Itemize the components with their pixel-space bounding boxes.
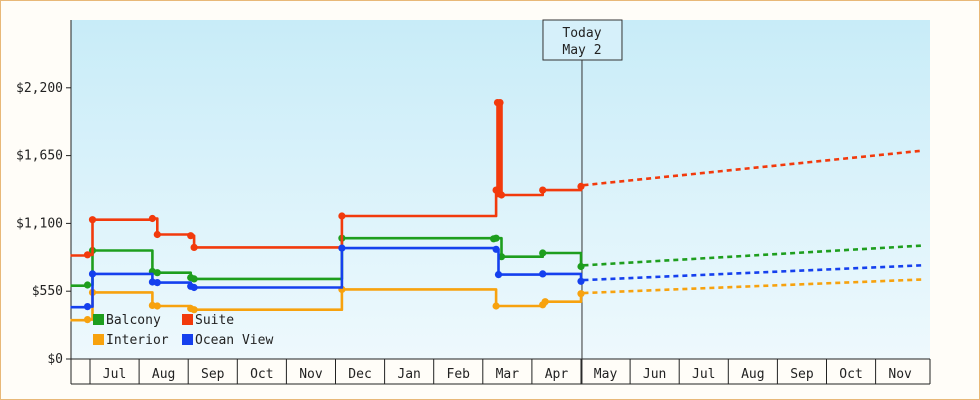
series-point-ocean-view	[494, 271, 503, 279]
x-axis-ticks: Jul Aug Sep Oct Nov Dec Jan Feb Mar Apr May Jun Jul A…	[89, 359, 931, 384]
series-group	[70, 99, 923, 324]
legend-swatch-suite	[182, 314, 193, 325]
x-tick-label: Aug	[152, 367, 175, 382]
series-point-interior	[83, 316, 92, 324]
series-point-ocean-view	[539, 270, 547, 278]
x-tick-label: Aug	[741, 367, 764, 382]
x-tick-label: Nov	[299, 367, 323, 382]
legend-label-interior: Interior	[106, 333, 169, 348]
today-marker: Today May 2	[542, 19, 623, 384]
legend-label-ocean-view: Ocean View	[195, 333, 273, 348]
series-point-ocean-view	[83, 303, 92, 311]
series-point-ocean-view	[577, 277, 585, 285]
series-point-suite	[83, 251, 92, 259]
y-tick-label: $2,200	[16, 81, 63, 96]
x-tick-label: Jul	[692, 367, 715, 382]
legend-swatch-balcony	[93, 314, 104, 325]
today-date: May 2	[562, 43, 601, 58]
legend: Balcony Suite Interior Ocean View	[93, 313, 273, 348]
series-point-interior	[190, 306, 198, 314]
x-tick-label: Jan	[397, 367, 420, 382]
series-point-interior	[492, 302, 500, 310]
legend-label-suite: Suite	[195, 313, 234, 328]
today-callout-box	[542, 19, 623, 61]
today-label: Today	[562, 26, 601, 41]
series-point-balcony	[153, 269, 161, 277]
x-tick-label: Apr	[545, 367, 569, 382]
x-tick-label: Nov	[888, 367, 912, 382]
y-tick-label: $1,100	[16, 216, 63, 231]
series-point-suite	[153, 230, 161, 239]
x-tick-label: Jul	[103, 367, 126, 382]
x-tick-label: May	[594, 367, 618, 382]
series-point-interior	[153, 302, 161, 310]
series-point-suite	[539, 186, 547, 194]
series-point-suite	[497, 191, 506, 199]
series-point-interior	[577, 290, 585, 298]
series-point-ocean-view	[492, 245, 500, 253]
series-point-suite	[88, 216, 97, 224]
x-tick-label: Oct	[250, 367, 273, 382]
series-point-suite	[148, 214, 156, 223]
series-point-balcony	[83, 281, 92, 289]
projection-line-ocean-view	[583, 264, 923, 282]
series-point-balcony	[539, 249, 547, 257]
y-tick-label: $550	[32, 284, 63, 299]
series-point-ocean-view	[153, 279, 161, 287]
projection-line-suite	[583, 149, 923, 187]
x-tick-label: Sep	[790, 367, 814, 382]
x-tick-label: Mar	[496, 367, 520, 382]
series-point-suite	[496, 99, 504, 107]
projection-line-interior	[583, 278, 923, 295]
series-point-ocean-view	[190, 283, 198, 292]
legend-swatch-ocean-view	[182, 334, 193, 345]
x-tick-label: Dec	[348, 367, 371, 382]
series-point-ocean-view	[338, 244, 346, 252]
series-point-suite	[187, 232, 195, 240]
series-point-interior	[541, 298, 549, 306]
projection-line-balcony	[583, 244, 923, 267]
x-tick-label: Sep	[201, 367, 225, 382]
y-tick-label: $0	[47, 352, 63, 367]
series-point-balcony	[577, 262, 585, 271]
series-point-balcony	[492, 234, 500, 242]
y-tick-label: $1,650	[16, 149, 63, 164]
y-axis-ticks: $0 $550 $1,100 $1,650 $2,200	[16, 81, 71, 367]
series-point-ocean-view	[88, 270, 97, 278]
x-tick-label: Feb	[447, 367, 471, 382]
series-point-suite	[338, 212, 346, 220]
legend-swatch-interior	[93, 334, 104, 345]
series-point-suite	[190, 243, 198, 251]
axes	[70, 20, 930, 385]
series-point-suite	[577, 182, 585, 190]
series-point-balcony	[190, 275, 198, 283]
x-tick-label: Jun	[643, 367, 666, 382]
x-tick-label: Oct	[839, 367, 862, 382]
legend-label-balcony: Balcony	[106, 313, 161, 328]
